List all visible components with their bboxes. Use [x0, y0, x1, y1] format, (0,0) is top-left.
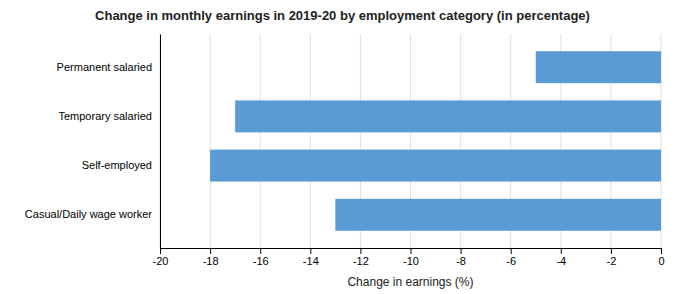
tick-mark	[160, 248, 161, 254]
tick-label: 0	[658, 255, 664, 267]
tick-label: Permanent salaried	[57, 61, 152, 73]
grid-line	[160, 34, 161, 248]
tick-label: -10	[403, 255, 419, 267]
tick: -10	[403, 248, 419, 267]
grid	[160, 34, 661, 248]
tick-mark	[511, 248, 512, 254]
bar	[335, 199, 661, 231]
tick: Casual/Daily wage worker	[25, 208, 160, 220]
tick: -20	[153, 248, 169, 267]
tick-mark	[561, 248, 562, 254]
tick-mark	[210, 248, 211, 254]
tick-label: Self-employed	[82, 159, 152, 171]
bar	[235, 100, 661, 132]
grid-line	[310, 34, 311, 248]
tick-label: -18	[203, 255, 219, 267]
tick: -12	[353, 248, 369, 267]
tick-label: -20	[153, 255, 169, 267]
tick-mark	[310, 248, 311, 254]
tick-label: -4	[556, 255, 566, 267]
tick: Temporary salaried	[58, 110, 160, 122]
tick-label: -16	[253, 255, 269, 267]
grid-line	[260, 34, 261, 248]
tick: -16	[253, 248, 269, 267]
tick-label: -2	[607, 255, 617, 267]
tick: -14	[303, 248, 319, 267]
tick-label: -12	[353, 255, 369, 267]
x-axis: -20-18-16-14-12-10-8-6-4-20	[153, 248, 665, 267]
tick-label: -8	[456, 255, 466, 267]
chart-svg: Change in monthly earnings in 2019-20 by…	[0, 0, 685, 294]
tick: -8	[456, 248, 466, 267]
tick-label: -14	[303, 255, 319, 267]
grid-line	[210, 34, 211, 248]
tick-label: Temporary salaried	[58, 110, 152, 122]
tick-label: -6	[506, 255, 516, 267]
tick: -2	[607, 248, 617, 267]
tick: -4	[556, 248, 566, 267]
bar	[210, 150, 661, 182]
tick: Self-employed	[82, 159, 160, 171]
axis-line	[160, 35, 161, 249]
plot-area: -20-18-16-14-12-10-8-6-4-20Permanent sal…	[25, 34, 665, 267]
tick-mark	[260, 248, 261, 254]
tick: -18	[203, 248, 219, 267]
bars	[210, 51, 661, 231]
x-axis-title: Change in earnings (%)	[347, 275, 473, 289]
bar	[536, 51, 661, 83]
tick-mark	[411, 248, 412, 254]
tick-mark	[611, 248, 612, 254]
axis-line	[161, 249, 662, 255]
tick-label: Casual/Daily wage worker	[25, 208, 152, 220]
tick-mark	[661, 248, 662, 254]
tick-mark	[360, 248, 361, 254]
chart-title: Change in monthly earnings in 2019-20 by…	[95, 8, 590, 23]
y-axis: Permanent salaried Temporary salaried Self…	[25, 35, 161, 249]
tick: 0	[658, 248, 664, 267]
tick-mark	[461, 248, 462, 254]
tick: -6	[506, 248, 516, 267]
chart-container: Change in monthly earnings in 2019-20 by…	[0, 0, 685, 294]
tick: Permanent salaried	[57, 61, 160, 73]
